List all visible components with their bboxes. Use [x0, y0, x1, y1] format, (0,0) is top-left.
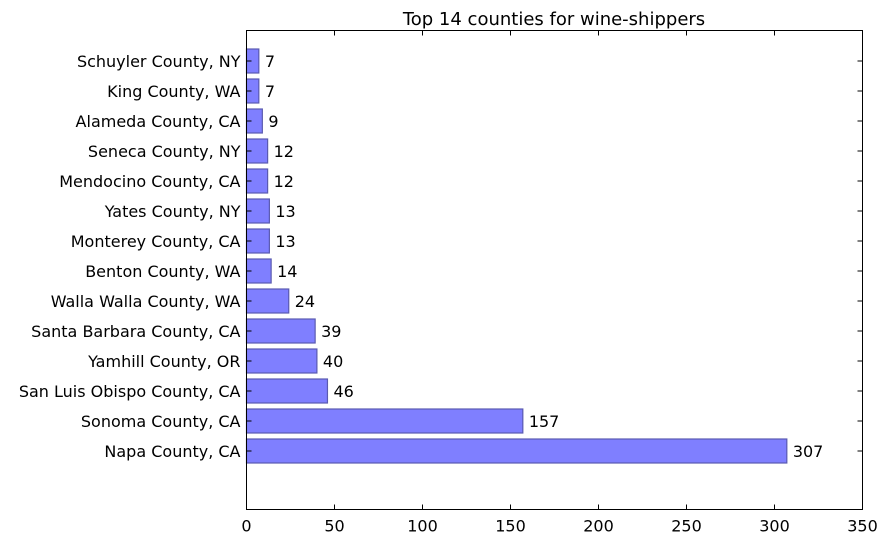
data-label-10: 12 — [274, 142, 294, 161]
chart-title: Top 14 counties for wine-shippers — [402, 9, 705, 30]
category-label-9: Mendocino County, CA — [59, 172, 240, 191]
category-label-0: Napa County, CA — [104, 442, 240, 461]
category-label-3: Yamhill County, OR — [87, 352, 240, 371]
data-label-7: 13 — [275, 232, 295, 251]
bar-3 — [245, 348, 318, 374]
bar-1 — [245, 408, 524, 434]
data-label-0: 307 — [793, 442, 824, 461]
data-label-9: 12 — [274, 172, 294, 191]
data-label-4: 39 — [321, 322, 341, 341]
x-tick-label-3: 150 — [495, 517, 526, 536]
category-labels-group: Napa County, CA Sonoma County, CA San Luis… — [19, 52, 241, 461]
category-label-5: Walla Walla County, WA — [51, 292, 241, 311]
bar-2 — [245, 378, 329, 404]
x-tick-label-1: 50 — [324, 517, 344, 536]
category-label-2: San Luis Obispo County, CA — [19, 382, 241, 401]
category-label-8: Yates County, NY — [104, 202, 241, 221]
data-label-5: 24 — [295, 292, 315, 311]
x-tick-label-7: 350 — [847, 517, 878, 536]
x-tick-label-2: 100 — [407, 517, 438, 536]
bar-0 — [245, 438, 788, 464]
category-label-12: King County, WA — [107, 82, 240, 101]
data-label-11: 9 — [268, 112, 278, 131]
bar-5 — [245, 288, 290, 314]
category-label-1: Sonoma County, CA — [81, 412, 241, 431]
data-label-3: 40 — [323, 352, 343, 371]
plot-frame — [246, 30, 863, 510]
category-label-10: Seneca County, NY — [88, 142, 241, 161]
data-label-2: 46 — [333, 382, 353, 401]
category-label-11: Alameda County, CA — [76, 112, 241, 131]
x-tick-label-6: 300 — [759, 517, 790, 536]
x-tick-label-0: 0 — [241, 517, 251, 536]
bars-group — [245, 48, 788, 464]
category-label-4: Santa Barbara County, CA — [31, 322, 240, 341]
bar-4 — [245, 318, 316, 344]
category-label-13: Schuyler County, NY — [77, 52, 241, 71]
data-label-12: 7 — [265, 82, 275, 101]
data-label-8: 13 — [275, 202, 295, 221]
category-label-7: Monterey County, CA — [71, 232, 241, 251]
x-tick-label-4: 200 — [583, 517, 614, 536]
x-ticks-group: 0 50 100 150 200 250 300 350 — [241, 30, 878, 536]
data-label-13: 7 — [265, 52, 275, 71]
data-label-6: 14 — [277, 262, 297, 281]
data-labels-group: 307 157 46 40 39 24 14 13 13 12 12 9 7 7 — [265, 52, 824, 461]
category-label-6: Benton County, WA — [85, 262, 240, 281]
x-tick-label-5: 250 — [671, 517, 702, 536]
data-label-1: 157 — [529, 412, 560, 431]
